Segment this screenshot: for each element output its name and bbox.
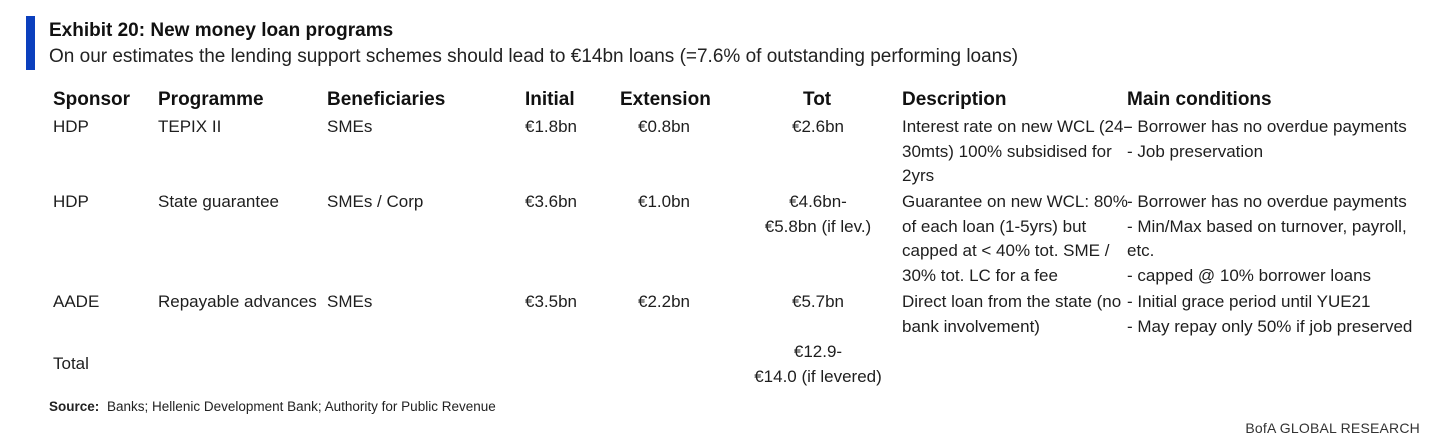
row-2-description-line: 30% tot. LC for a fee (902, 265, 1058, 285)
row-2-description-line: Guarantee on new WCL: 80% (902, 192, 1128, 211)
row-3-programme: Repayable advances (158, 292, 317, 311)
source-text: Banks; Hellenic Development Bank; Author… (107, 399, 496, 414)
row-2-tot-line: €4.6bn- (789, 192, 847, 211)
row-2-description: Guarantee on new WCL: 80% of each loan (… (902, 190, 1128, 288)
row-1-tot-line: €2.6bn (792, 117, 844, 136)
row-3-initial: €3.5bn (525, 292, 577, 311)
row-1-conditions: - Borrower has no overdue payments - Job… (1127, 115, 1407, 164)
row-3-description: Direct loan from the state (no bank invo… (902, 290, 1121, 339)
total-tot-line: €12.9- (793, 342, 843, 361)
header-sponsor: Sponsor (53, 89, 131, 110)
row-2-sponsor: HDP (53, 192, 89, 211)
row-1-sponsor: HDP (53, 117, 89, 136)
row-1-beneficiaries: SMEs (327, 117, 373, 136)
row-1-initial: €1.8bn (525, 117, 577, 136)
row-2-tot: €4.6bn- €5.8bn (if lev.) (752, 190, 884, 239)
row-3-extension: €2.2bn (638, 292, 690, 311)
header-tot: Tot (803, 89, 832, 110)
row-1-description-line: Interest rate on new WCL (24- (902, 117, 1130, 136)
row-3-conditions: - Initial grace period until YUE21 - May… (1127, 290, 1412, 339)
row-3-condition-line: - May repay only 50% if job preserved (1127, 316, 1413, 336)
row-2-condition-line: - capped @ 10% borrower loans (1127, 265, 1372, 285)
brand-logo-text: BofA GLOBAL RESEARCH (1245, 420, 1420, 436)
header-description: Description (902, 89, 1007, 110)
row-1-description: Interest rate on new WCL (24- 30mts) 100… (902, 115, 1129, 189)
row-3-description-line: bank involvement) (902, 316, 1040, 336)
row-1-programme: TEPIX II (158, 117, 222, 136)
header-main-conditions: Main conditions (1127, 89, 1272, 110)
header-initial: Initial (525, 89, 575, 110)
row-2-beneficiaries: SMEs / Corp (327, 192, 424, 211)
total-tot: €12.9- €14.0 (if levered) (752, 340, 884, 389)
row-3-condition-line: - Initial grace period until YUE21 (1127, 292, 1371, 311)
row-2-description-line: capped at < 40% tot. SME / (902, 241, 1110, 260)
header-beneficiaries: Beneficiaries (327, 89, 446, 110)
header-programme: Programme (158, 89, 264, 110)
header-extension: Extension (620, 89, 711, 110)
row-3-tot-line: €5.7bn (792, 292, 844, 311)
row-2-condition-line: - Borrower has no overdue payments (1127, 192, 1407, 211)
row-1-condition-line: - Borrower has no overdue payments (1127, 117, 1407, 136)
total-label: Total (53, 354, 89, 373)
row-3-beneficiaries: SMEs (327, 292, 373, 311)
row-3-tot: €5.7bn (752, 290, 884, 315)
row-2-tot-line: €5.8bn (if lev.) (764, 216, 872, 236)
row-2-description-line: of each loan (1-5yrs) but (902, 216, 1087, 236)
exhibit-title: Exhibit 20: New money loan programs (49, 20, 394, 41)
row-2-initial: €3.6bn (525, 192, 577, 211)
row-3-description-line: Direct loan from the state (no (902, 292, 1122, 311)
row-1-condition-line: - Job preservation (1127, 141, 1264, 161)
row-2-programme: State guarantee (158, 192, 279, 211)
row-1-tot: €2.6bn (752, 115, 884, 140)
row-2-extension: €1.0bn (638, 192, 690, 211)
source-label: Source: (49, 399, 100, 414)
row-1-description-line: 2yrs (902, 166, 935, 185)
row-3-sponsor: AADE (53, 292, 100, 311)
total-tot-line: €14.0 (if levered) (754, 366, 882, 386)
row-2-conditions: - Borrower has no overdue payments - Min… (1127, 190, 1407, 288)
row-2-condition-line: etc. (1127, 241, 1155, 260)
row-1-extension: €0.8bn (638, 117, 690, 136)
row-2-condition-line: - Min/Max based on turnover, payroll, (1127, 216, 1407, 236)
exhibit-subtitle: On our estimates the lending support sch… (49, 46, 1019, 67)
accent-bar (26, 16, 35, 70)
source-note: Source: Banks; Hellenic Development Bank… (49, 399, 496, 414)
row-1-description-line: 30mts) 100% subsidised for (902, 141, 1112, 161)
